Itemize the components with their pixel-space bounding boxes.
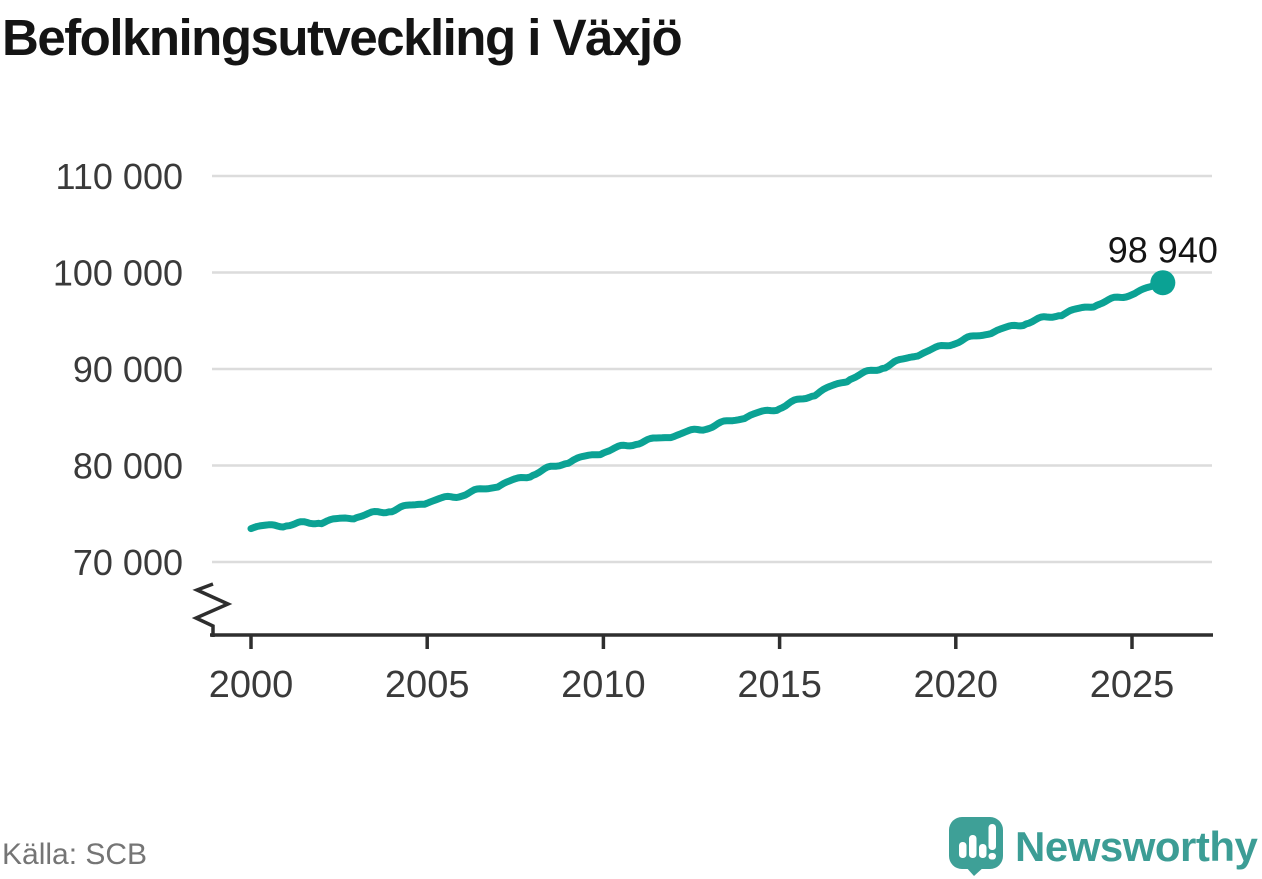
y-axis-tick-label: 80 000 bbox=[73, 446, 183, 487]
newsworthy-speech-bubble-barchart-icon bbox=[949, 817, 1003, 876]
population-line-series bbox=[247, 279, 1167, 533]
source-note: Källa: SCB bbox=[2, 838, 148, 871]
latest-value-label: 98 940 bbox=[1108, 230, 1218, 271]
y-axis-tick-label: 90 000 bbox=[73, 349, 183, 390]
x-axis-tick-label: 2005 bbox=[385, 664, 470, 706]
y-axis-tick-label: 70 000 bbox=[73, 542, 183, 583]
x-axis-tick-label: 2010 bbox=[561, 664, 646, 706]
x-axis-tick-label: 2015 bbox=[737, 664, 822, 706]
y-axis-tick-label: 100 000 bbox=[53, 253, 183, 294]
newsworthy-wordmark: Newsworthy bbox=[1015, 822, 1258, 870]
newsworthy-logo: Newsworthy bbox=[948, 816, 1258, 877]
y-axis-break-icon bbox=[191, 582, 233, 637]
y-axis-tick-label: 110 000 bbox=[56, 156, 183, 197]
x-axis-tick-label: 2020 bbox=[914, 664, 999, 706]
page-title: Befolkningsutveckling i Växjö bbox=[2, 9, 683, 66]
x-axis-tick-label: 2025 bbox=[1090, 664, 1175, 706]
x-axis-tick-label: 2000 bbox=[209, 664, 294, 706]
latest-value-dot bbox=[1150, 270, 1176, 296]
